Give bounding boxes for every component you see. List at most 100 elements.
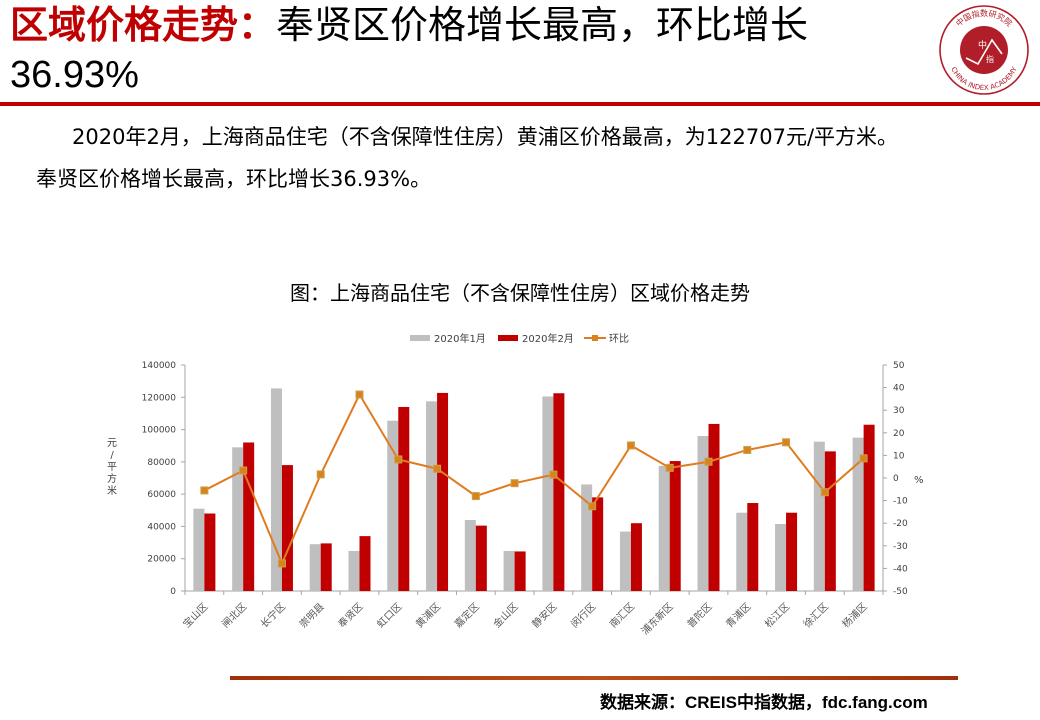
- summary-line2: 奉贤区价格增长最高，环比增长36.93%。: [36, 167, 432, 191]
- y2-axis-label: %: [914, 475, 924, 486]
- x-tick-label: 长宁区: [258, 600, 288, 630]
- y2-tick-label: 10: [893, 451, 905, 461]
- bar-feb: [863, 424, 875, 591]
- mom-marker: [510, 479, 519, 488]
- legend-jan: 2020年1月: [434, 332, 486, 345]
- logo-center-bottom: 指: [986, 54, 994, 64]
- y-axis-label: 元: [107, 438, 117, 449]
- x-tick-label: 闵行区: [568, 600, 598, 630]
- mom-marker: [200, 486, 209, 495]
- x-tick-label: 南汇区: [607, 600, 637, 630]
- y2-tick-label: -30: [893, 542, 908, 552]
- y2-tick-label: 0: [893, 474, 899, 484]
- bar-jan: [658, 465, 670, 591]
- y-tick-label: 60000: [147, 490, 176, 500]
- chart-title: 图：上海商品住宅（不含保障性住房）区域价格走势: [290, 281, 750, 305]
- y-axis-label: 平: [107, 462, 117, 473]
- mom-marker: [239, 466, 248, 475]
- price-trend-chart: 0 20000 40000 60000 80000 100000 120000 140000 -…: [0, 325, 1040, 655]
- mom-marker: [743, 445, 752, 454]
- bar-feb: [359, 536, 371, 591]
- bar-jan: [542, 396, 554, 591]
- bar-feb: [824, 451, 836, 591]
- bar-feb: [281, 465, 293, 591]
- y2-tick-label: 30: [893, 406, 905, 416]
- bar-jan: [464, 519, 476, 591]
- y-tick-label: 20000: [147, 555, 176, 565]
- x-tick-label: 静安区: [529, 600, 559, 630]
- bar-feb: [398, 406, 410, 591]
- x-tick-label: 黄浦区: [413, 600, 443, 630]
- bar-jan: [270, 388, 282, 591]
- bar-jan: [852, 437, 864, 591]
- bar-feb: [553, 393, 565, 591]
- y-tick-label: 80000: [147, 458, 176, 468]
- bar-feb: [708, 423, 720, 591]
- y-tick-label: 0: [170, 587, 176, 597]
- legend-mom: 环比: [609, 333, 629, 345]
- y2-tick-label: -50: [893, 587, 908, 597]
- y-tick-label: 140000: [142, 361, 177, 371]
- bar-feb: [786, 512, 798, 591]
- y2-tick-label: -40: [893, 564, 908, 574]
- bar-jan: [619, 531, 631, 591]
- x-tick-label: 普陀区: [684, 600, 714, 630]
- bar-jan: [813, 441, 825, 591]
- bar-jan: [697, 436, 709, 591]
- y-tick-label: 40000: [147, 522, 176, 532]
- x-tick-label: 宝山区: [180, 600, 210, 630]
- x-tick-label: 闸北区: [219, 600, 249, 630]
- mom-marker: [665, 463, 674, 472]
- bar-jan: [736, 512, 748, 591]
- bar-feb: [747, 503, 759, 591]
- summary-line1: 2020年2月，上海商品住宅（不含保障性住房）黄浦区价格最高，为122707元/…: [72, 125, 899, 149]
- footer-divider: [230, 676, 958, 680]
- bar-jan: [426, 401, 438, 591]
- bar-jan: [775, 524, 787, 591]
- bar-jan: [309, 544, 321, 591]
- mom-marker: [588, 502, 597, 511]
- y-tick-label: 100000: [142, 426, 177, 436]
- summary-paragraph: 2020年2月，上海商品住宅（不含保障性住房）黄浦区价格最高，为122707元/…: [36, 116, 1036, 200]
- x-tick-label: 徐汇区: [801, 600, 831, 630]
- bar-jan: [232, 447, 244, 591]
- mom-marker: [549, 470, 558, 479]
- mom-marker: [277, 559, 286, 568]
- logo-center-top: 中: [978, 39, 987, 51]
- y2-tick-label: 20: [893, 429, 905, 439]
- title-line2: 36.93%: [10, 54, 139, 96]
- mom-marker: [820, 488, 829, 497]
- data-source: 数据来源：CREIS中指数据，fdc.fang.com: [600, 693, 928, 712]
- y-axis-label: 米: [107, 484, 117, 497]
- bar-feb: [514, 551, 526, 591]
- mom-marker: [782, 438, 791, 447]
- bar-jan: [387, 420, 399, 591]
- title-rest: 奉贤区价格增长最高，环比增长: [276, 3, 809, 47]
- bar-feb: [320, 543, 332, 591]
- mom-marker: [316, 470, 325, 479]
- y-axis-label: /: [110, 450, 114, 461]
- legend-feb: 2020年2月: [522, 332, 574, 345]
- bar-feb: [204, 513, 216, 591]
- x-tick-label: 青浦区: [723, 600, 753, 630]
- bar-jan: [193, 508, 205, 591]
- y2-tick-label: -20: [893, 519, 908, 529]
- x-tick-label: 奉贤区: [335, 600, 365, 630]
- mom-marker: [859, 454, 868, 463]
- y2-tick-label: 50: [893, 361, 905, 371]
- x-tick-label: 松江区: [762, 600, 792, 630]
- x-tick-label: 嘉定区: [452, 600, 482, 630]
- x-tick-label: 浦东新区: [638, 600, 675, 637]
- mom-marker: [433, 464, 442, 473]
- bar-feb: [243, 442, 255, 591]
- bar-feb: [475, 525, 487, 591]
- mom-marker: [355, 390, 364, 399]
- bar-jan: [503, 550, 515, 591]
- y-tick-label: 120000: [142, 393, 177, 403]
- y2-tick-label: 40: [893, 384, 905, 394]
- y-axis-label: 方: [107, 472, 117, 485]
- header-divider: [0, 102, 1040, 106]
- bar-feb: [669, 461, 681, 591]
- bar-feb: [630, 523, 642, 591]
- x-tick-label: 金山区: [490, 600, 520, 630]
